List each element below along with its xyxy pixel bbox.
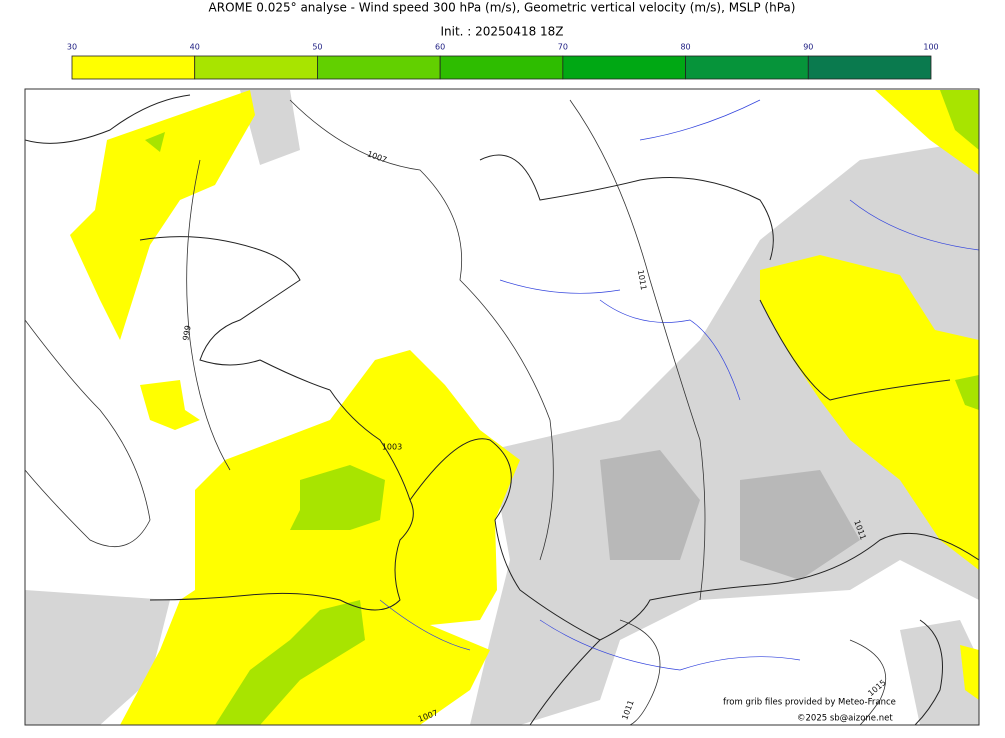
coastlines-borders <box>25 94 979 725</box>
title: AROME 0.025° analyse - Wind speed 300 hP… <box>209 1 796 15</box>
isobar-label: 1003 <box>382 443 402 452</box>
isobar-label: 1011 <box>636 269 648 291</box>
colorbar-tick-label: 60 <box>435 43 445 52</box>
colorbar-segment <box>317 55 441 80</box>
map-frame <box>24 88 980 726</box>
colorbar-tick-label: 30 <box>67 43 77 52</box>
colorbar-tick-label: 80 <box>680 43 690 52</box>
rivers <box>379 99 979 671</box>
colorbar-tick-label: 100 <box>923 43 938 52</box>
colorbar-segment <box>71 55 196 80</box>
colorbar-segment <box>562 55 686 80</box>
colorbar-tick-label: 90 <box>803 43 813 52</box>
strong-vertical-velocity <box>600 450 860 580</box>
credit-source: from grib files provided by Meteo-France <box>723 698 896 708</box>
isobars <box>25 99 887 725</box>
isobar-label: 999 <box>181 325 193 342</box>
colorbar-segment <box>685 55 809 80</box>
subtitle: Init. : 20250418 18Z <box>440 25 563 39</box>
wind-40-50 <box>145 90 979 725</box>
colorbar: 30 40 50 60 70 80 90 100 <box>67 43 939 80</box>
colorbar-segment <box>194 55 318 80</box>
colorbar-segment <box>807 55 932 80</box>
credit-copyright: ©2025 sb@aizone.net <box>797 714 893 724</box>
colorbar-segment <box>439 55 564 80</box>
colorbar-tick-label: 40 <box>190 43 200 52</box>
colorbar-tick-label: 70 <box>558 43 568 52</box>
colorbar-tick-label: 50 <box>312 43 322 52</box>
